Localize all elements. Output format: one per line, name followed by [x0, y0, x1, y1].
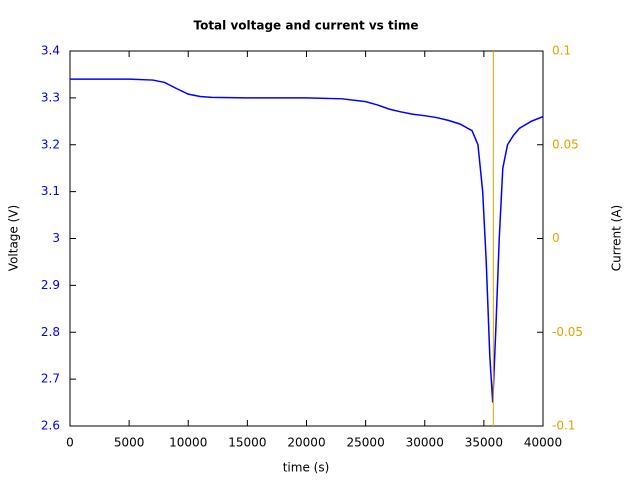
series-line — [70, 78, 544, 403]
x-tick-label: 40000 — [524, 436, 562, 450]
y-tick-label: 3 — [52, 231, 60, 245]
y-tick-label: 2.9 — [41, 278, 60, 292]
y-tick-label: 2.6 — [41, 419, 60, 433]
y2-tick-label: 0 — [552, 231, 560, 245]
y2-tick-label: 0.05 — [552, 137, 579, 151]
y-tick-label: 3.2 — [41, 137, 60, 151]
y-axis-label: Voltage (V) — [7, 205, 21, 271]
y2-axis-label: Current (A) — [610, 205, 624, 271]
x-tick-label: 10000 — [169, 436, 207, 450]
y2-tick-label: -0.05 — [552, 325, 583, 339]
plot-frame — [69, 50, 544, 427]
x-tick-label: 5000 — [114, 436, 145, 450]
x-tick-label: 25000 — [347, 436, 385, 450]
y-tick-label: 3.1 — [41, 184, 60, 198]
x-tick-label: 35000 — [465, 436, 503, 450]
y2-tick-label: 0.1 — [552, 44, 571, 58]
x-tick-label: 30000 — [406, 436, 444, 450]
y-tick-label: 3.3 — [41, 90, 60, 104]
chart-title: Total voltage and current vs time — [193, 19, 418, 33]
x-tick-label: 15000 — [228, 436, 266, 450]
y-tick-label: 3.4 — [41, 44, 60, 58]
y-tick-label: 2.7 — [41, 372, 60, 386]
x-tick-label: 20000 — [287, 436, 325, 450]
x-axis-label: time (s) — [283, 461, 330, 475]
y-tick-label: 2.8 — [41, 325, 60, 339]
y2-tick-label: -0.1 — [552, 419, 575, 433]
x-tick-label: 0 — [66, 436, 74, 450]
